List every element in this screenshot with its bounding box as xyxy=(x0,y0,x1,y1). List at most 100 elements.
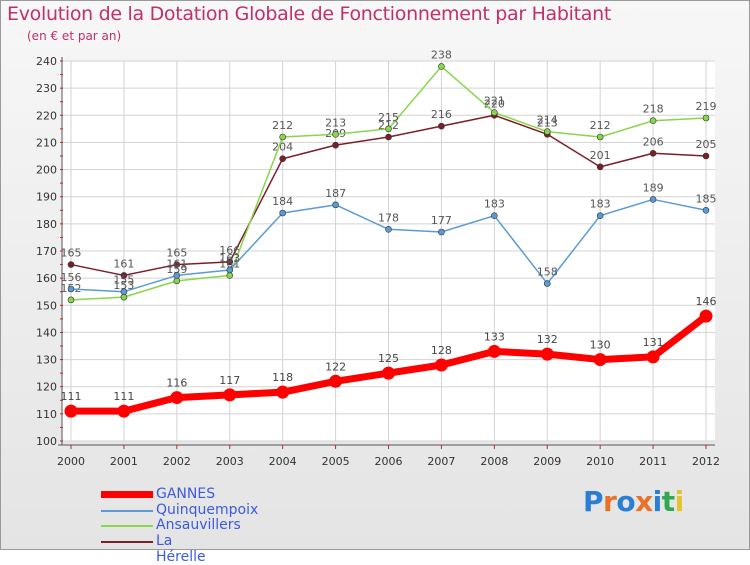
data-label-quinquempoix: 184 xyxy=(272,195,293,208)
data-point-la-h-relle xyxy=(173,261,181,268)
x-tick-label: 2008 xyxy=(480,455,508,468)
data-point-la-h-relle xyxy=(649,149,657,157)
data-label-quinquempoix: 178 xyxy=(378,211,399,224)
x-tick-label: 2005 xyxy=(322,455,350,468)
data-point-gannes xyxy=(223,388,237,402)
x-tick-label: 2009 xyxy=(533,455,561,468)
data-point-ansauvillers xyxy=(596,133,604,141)
data-point-gannes xyxy=(593,353,607,367)
data-label-ansauvillers: 219 xyxy=(696,100,717,113)
y-tick-label: 180 xyxy=(36,218,57,231)
x-tick-label: 2000 xyxy=(57,455,85,468)
data-point-quinquempoix xyxy=(649,196,657,203)
data-point-gannes xyxy=(329,374,343,388)
data-point-la-h-relle xyxy=(67,261,75,268)
data-label-ansauvillers: 214 xyxy=(537,114,558,127)
data-point-ansauvillers xyxy=(226,272,234,279)
x-tick-label: 2011 xyxy=(639,455,667,468)
x-tick-label: 2004 xyxy=(269,455,297,468)
logo-letter: t xyxy=(661,485,675,518)
data-point-la-h-relle xyxy=(385,133,392,141)
data-label-ansauvillers: 221 xyxy=(484,95,505,108)
data-label-ansauvillers: 218 xyxy=(643,103,664,116)
legend-swatch xyxy=(101,509,153,512)
legend-label: Quinquempoix xyxy=(156,501,259,518)
data-label-ansauvillers: 159 xyxy=(166,263,187,276)
data-label-quinquempoix: 189 xyxy=(643,181,664,194)
data-label-quinquempoix: 185 xyxy=(696,192,717,205)
data-label-la-h-relle: 165 xyxy=(166,247,187,260)
data-label-quinquempoix: 161 xyxy=(166,257,187,270)
legend-swatch xyxy=(101,491,153,498)
data-label-ansauvillers: 153 xyxy=(113,279,134,292)
x-tick-label: 2003 xyxy=(216,455,244,468)
data-point-ansauvillers xyxy=(332,130,339,138)
logo-letter: P xyxy=(583,485,604,518)
data-point-la-h-relle xyxy=(120,272,128,279)
data-point-quinquempoix xyxy=(67,285,75,293)
data-label-la-h-relle: 165 xyxy=(61,247,82,260)
legend-label: Ansauvillers xyxy=(156,517,241,533)
y-tick-label: 120 xyxy=(36,381,57,394)
data-point-ansauvillers xyxy=(173,277,181,285)
proxiti-logo: Proxiti xyxy=(583,485,684,518)
data-point-gannes xyxy=(170,391,184,405)
data-point-quinquempoix xyxy=(332,201,339,209)
data-point-gannes xyxy=(64,404,78,418)
legend-swatch xyxy=(101,540,153,543)
data-label-la-h-relle: 201 xyxy=(590,149,611,162)
data-point-gannes xyxy=(117,404,131,418)
data-point-gannes xyxy=(487,344,501,358)
data-point-gannes xyxy=(434,358,448,372)
data-label-la-h-relle: 161 xyxy=(113,257,134,270)
data-label-quinquempoix: 155 xyxy=(113,274,134,287)
data-point-ansauvillers xyxy=(491,109,498,116)
x-tick-label: 2010 xyxy=(586,455,614,468)
data-point-quinquempoix xyxy=(491,212,498,220)
data-label-la-h-relle: 206 xyxy=(643,135,664,148)
data-label-ansauvillers: 213 xyxy=(325,116,346,129)
data-point-quinquempoix xyxy=(279,209,286,217)
data-label-ansauvillers: 161 xyxy=(219,257,240,270)
y-tick-label: 100 xyxy=(36,435,57,448)
data-label-ansauvillers: 212 xyxy=(272,119,293,132)
y-tick-label: 220 xyxy=(36,109,57,122)
data-label-gannes: 118 xyxy=(272,371,293,384)
data-label-gannes: 116 xyxy=(166,377,187,390)
data-label-la-h-relle: 166 xyxy=(219,244,240,257)
chart-subtitle: (en € et par an) xyxy=(27,29,122,43)
data-label-gannes: 111 xyxy=(113,390,134,403)
data-point-ansauvillers xyxy=(279,133,286,141)
logo-letter: o xyxy=(616,485,636,518)
y-tick-label: 150 xyxy=(36,299,57,312)
data-point-gannes xyxy=(540,347,554,361)
logo-letter: i xyxy=(652,485,663,518)
data-point-quinquempoix xyxy=(596,212,604,220)
data-point-gannes xyxy=(699,309,713,323)
data-label-ansauvillers: 215 xyxy=(378,111,399,124)
y-tick-label: 170 xyxy=(36,245,57,258)
data-point-gannes xyxy=(382,366,395,380)
data-label-gannes: 133 xyxy=(484,330,505,343)
y-tick-label: 190 xyxy=(36,191,57,204)
data-label-gannes: 117 xyxy=(219,374,240,387)
data-point-la-h-relle xyxy=(332,141,339,149)
data-label-la-h-relle: 213 xyxy=(537,116,558,129)
data-point-ansauvillers xyxy=(120,293,128,301)
data-label-quinquempoix: 158 xyxy=(537,266,558,279)
data-point-quinquempoix xyxy=(385,225,392,233)
x-tick-label: 2012 xyxy=(692,455,720,468)
data-label-gannes: 146 xyxy=(696,295,717,308)
y-tick-label: 230 xyxy=(36,82,57,95)
data-label-quinquempoix: 187 xyxy=(325,187,346,200)
y-tick-label: 110 xyxy=(36,408,57,421)
data-point-gannes xyxy=(276,385,290,399)
data-label-gannes: 122 xyxy=(325,360,346,373)
y-tick-label: 200 xyxy=(36,164,57,177)
y-tick-label: 210 xyxy=(36,136,57,149)
x-tick-label: 2002 xyxy=(163,455,191,468)
data-point-quinquempoix xyxy=(173,272,181,279)
data-label-la-h-relle: 204 xyxy=(272,141,293,154)
data-point-ansauvillers xyxy=(67,296,75,304)
x-tick-label: 2006 xyxy=(375,455,403,468)
